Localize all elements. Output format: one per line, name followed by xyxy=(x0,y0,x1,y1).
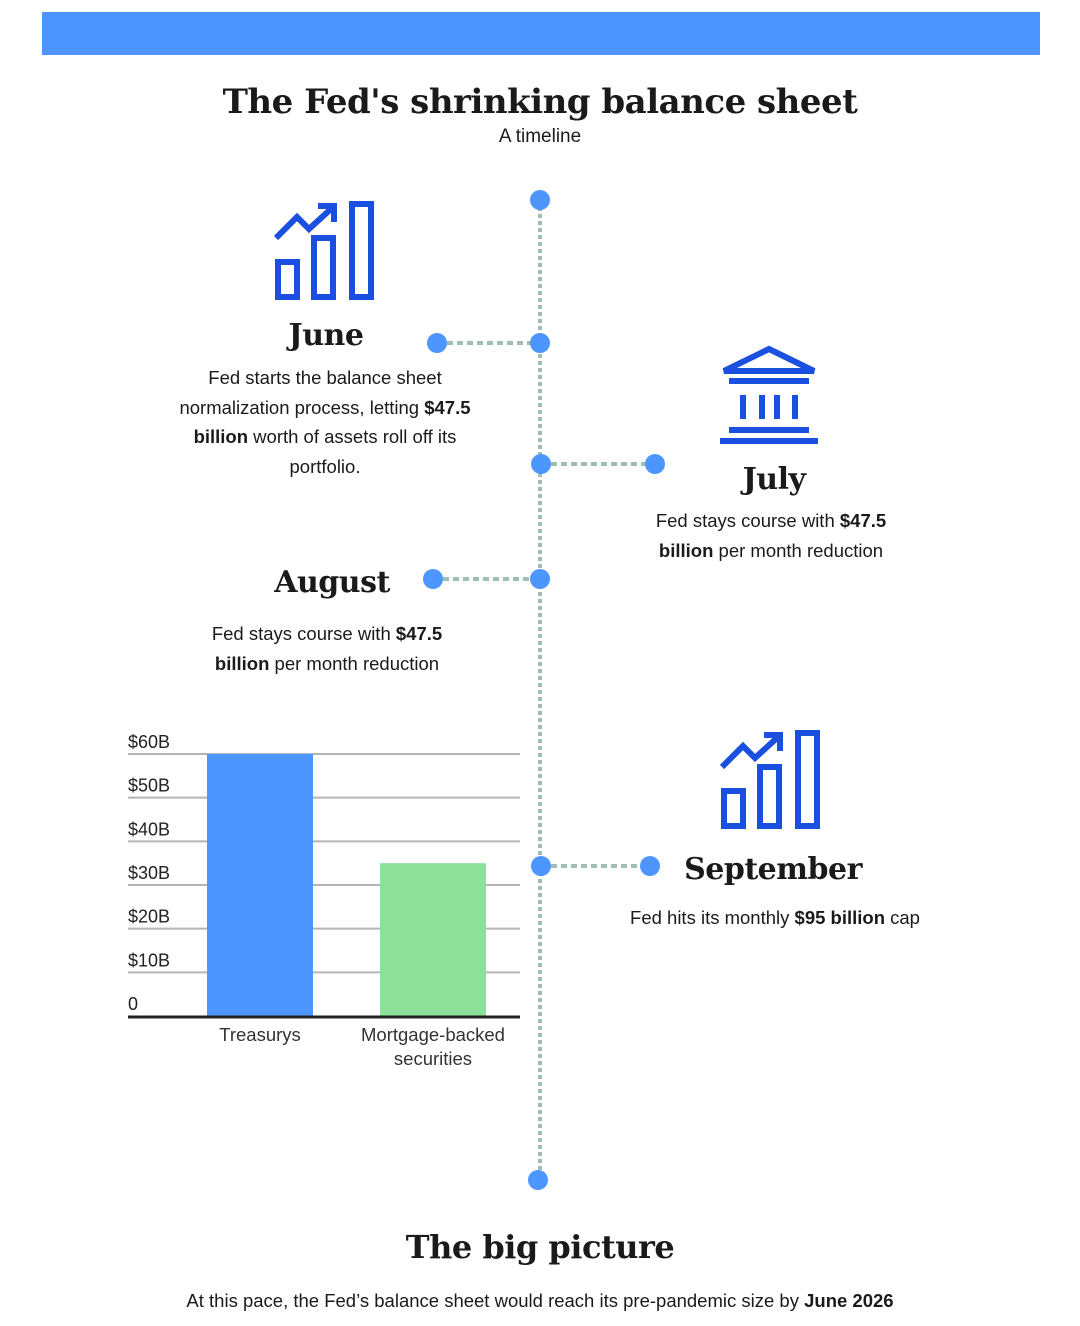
bank-icon xyxy=(720,345,818,444)
chart-growth-icon xyxy=(719,730,820,829)
page-subtitle: A timeline xyxy=(498,126,582,147)
connector-dot-july xyxy=(645,454,665,474)
august-description: Fed stays course with $47.5 billion per … xyxy=(192,619,462,678)
month-june: June xyxy=(288,318,364,353)
september-text-1: Fed hits its monthly xyxy=(630,907,790,928)
timeline-dot-august xyxy=(530,569,550,589)
chart-growth-icon xyxy=(273,201,374,300)
june-text-2: worth of assets roll off its portfolio. xyxy=(253,426,457,477)
july-text-1: Fed stays course with xyxy=(655,510,835,531)
september-text-bold: $95 billion xyxy=(794,907,885,928)
timeline-dot-june xyxy=(530,333,550,353)
big-picture-text-1: At this pace, the Fed’s balance sheet wo… xyxy=(186,1290,799,1311)
connector-dot-september xyxy=(640,856,660,876)
timeline-dot-start xyxy=(530,190,550,210)
july-description: Fed stays course with $47.5 billion per … xyxy=(636,506,906,565)
connector-dot-august xyxy=(423,569,443,589)
september-text-2: cap xyxy=(890,907,920,928)
september-description: Fed hits its monthly $95 billion cap xyxy=(600,903,950,933)
july-text-2: per month reduction xyxy=(718,539,884,561)
connector-dot-june xyxy=(427,333,447,353)
timeline-dot-end xyxy=(528,1170,548,1190)
page-title: The Fed's shrinking balance sheet xyxy=(222,82,858,122)
month-july: July xyxy=(742,462,806,497)
month-august: August xyxy=(274,565,390,600)
timeline-dot-september xyxy=(531,856,551,876)
august-text-1: Fed stays course with xyxy=(211,623,391,644)
big-picture-text: At this pace, the Fed’s balance sheet wo… xyxy=(0,1290,1080,1312)
august-text-2: per month reduction xyxy=(274,652,440,674)
august-text-bold: $47.5 billion xyxy=(214,623,443,674)
header-bar xyxy=(42,12,1040,55)
timeline-dot-july xyxy=(531,454,551,474)
big-picture-text-bold: June 2026 xyxy=(804,1290,894,1311)
june-text-bold: $47.5 billion xyxy=(193,396,471,448)
july-text-bold: $47.5 billion xyxy=(658,510,887,561)
june-description: Fed starts the balance sheet normalizati… xyxy=(175,363,475,481)
big-picture-title: The big picture xyxy=(405,1228,675,1266)
month-september: September xyxy=(684,852,862,887)
june-text-1: Fed starts the balance sheet normalizati… xyxy=(179,367,442,418)
